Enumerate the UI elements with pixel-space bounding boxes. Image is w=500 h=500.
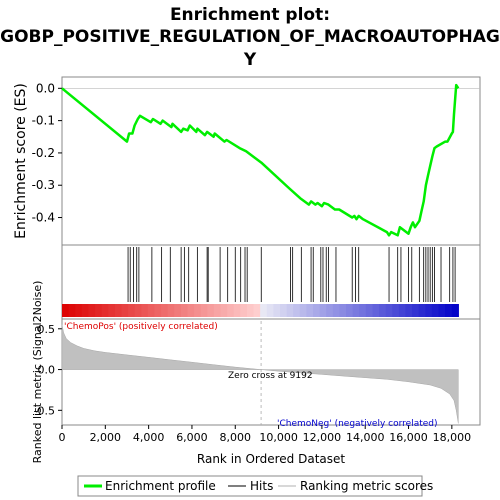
- x-tick-label: 14,000: [346, 431, 385, 444]
- rank-color-segment: [352, 304, 360, 317]
- ranking-ylabel: Ranked list metric (Signal2Noise): [31, 281, 44, 464]
- rank-color-segment: [88, 304, 96, 317]
- rank-color-segment: [167, 304, 175, 317]
- es-panel-frame: [61, 76, 481, 246]
- rank-color-segment: [147, 304, 156, 317]
- rank-color-segment: [101, 304, 109, 317]
- x-tick-label: 12,000: [303, 431, 342, 444]
- rank-color-segment: [62, 304, 70, 317]
- rank-color-segment: [306, 304, 314, 317]
- pos-correlated-label: 'ChemoPos' (positively correlated): [64, 322, 218, 332]
- rank-color-segment: [319, 304, 327, 317]
- x-tick-label: 10,000: [259, 431, 298, 444]
- rank-color-segment: [187, 304, 195, 317]
- rank-color-segment: [141, 304, 149, 317]
- x-tick-label: 8,000: [220, 431, 252, 444]
- rank-color-segment: [266, 304, 274, 317]
- rank-color-segment: [299, 304, 308, 317]
- x-axis-label: Rank in Ordered Dataset: [197, 452, 345, 466]
- rank-color-segment: [425, 304, 433, 317]
- x-axis: 0 2,000 4,000 6,000 8,000 10,000 12,000 14,000 1…: [59, 425, 472, 444]
- rank-color-segment: [379, 304, 387, 317]
- rank-color-segment: [161, 304, 169, 317]
- rank-color-segment: [392, 304, 400, 317]
- chart-title-line-2: GOBP_POSITIVE_REGULATION_OF_MACROAUTOPHA…: [0, 27, 500, 47]
- rank-color-segment: [154, 304, 162, 317]
- rank-color-segment: [207, 304, 215, 317]
- rank-color-segment: [81, 304, 90, 317]
- es-ylabel: Enrichment score (ES): [13, 83, 29, 239]
- rank-color-segment: [233, 304, 241, 317]
- rank-color-segment: [246, 304, 255, 317]
- x-tick-label: 16,000: [389, 431, 428, 444]
- chart-title-line-1: Enrichment plot:: [169, 5, 331, 25]
- chart-title-line-3: Y: [243, 50, 257, 70]
- rank-color-segment: [279, 304, 288, 317]
- es-ytick-label: 0.0: [36, 81, 55, 95]
- rank-color-segment: [121, 304, 129, 317]
- rank-color-segment: [385, 304, 393, 317]
- rank-color-segment: [174, 304, 182, 317]
- zero-cross-label: Zero cross at 9192: [228, 371, 313, 381]
- legend-enrichment-label: Enrichment profile: [105, 479, 216, 493]
- rank-color-segment: [260, 304, 268, 317]
- rank-color-segment: [372, 304, 380, 317]
- rank-color-segment: [114, 304, 123, 317]
- es-ytick-label: -0.1: [32, 114, 55, 128]
- rank-color-segment: [213, 304, 222, 317]
- es-panel: 0.0 -0.1 -0.2 -0.3 -0.4: [32, 81, 480, 237]
- rank-color-segment: [332, 304, 341, 317]
- rank-color-segment: [240, 304, 248, 317]
- rank-color-segment: [346, 304, 354, 317]
- rank-color-segment: [180, 304, 189, 317]
- legend-hits-label: Hits: [250, 479, 273, 493]
- rank-color-segment: [68, 304, 76, 317]
- rank-color-segment: [445, 304, 453, 317]
- rank-color-segment: [339, 304, 347, 317]
- rank-color-segment: [313, 304, 321, 317]
- rank-color-segment: [418, 304, 426, 317]
- rank-color-segment: [326, 304, 334, 317]
- rank-color-segment: [438, 304, 446, 317]
- rank-color-segment: [95, 304, 103, 317]
- ranking-ytick-label: 0.5: [38, 323, 56, 336]
- rank-color-segment: [227, 304, 235, 317]
- rank-color-segment: [398, 304, 407, 317]
- es-ytick-label: -0.3: [32, 178, 55, 192]
- rank-color-segment: [220, 304, 228, 317]
- x-tick-label: 2,000: [90, 431, 122, 444]
- rank-color-segment: [128, 304, 136, 317]
- rank-color-segment: [273, 304, 281, 317]
- rank-color-segment: [412, 304, 420, 317]
- rank-color-segment: [253, 304, 261, 317]
- rank-color-segment: [108, 304, 116, 317]
- ranking-ytick-label: 0.0: [38, 364, 56, 377]
- x-tick-label: 4,000: [133, 431, 165, 444]
- es-ytick-label: -0.4: [32, 211, 55, 225]
- x-tick-label: 18,000: [433, 431, 472, 444]
- rank-color-segment: [134, 304, 142, 317]
- hits-panel: [127, 247, 456, 302]
- x-tick-label: 0: [59, 431, 66, 444]
- rank-color-segment: [75, 304, 83, 317]
- rank-color-segment: [200, 304, 208, 317]
- rank-color-segment: [293, 304, 301, 317]
- enrichment-profile-line: [61, 83, 460, 237]
- ranking-ytick-label: -0.5: [34, 404, 55, 417]
- ranking-panel: 0.5 0.0 -0.5: [34, 321, 459, 425]
- es-ytick-label: -0.2: [32, 146, 55, 160]
- legend-box: [77, 475, 423, 497]
- rank-color-segment: [431, 304, 440, 317]
- rank-color-segment: [194, 304, 202, 317]
- legend-ranking-label: Ranking metric scores: [300, 479, 433, 493]
- neg-correlated-label: 'ChemoNeg' (negatively correlated): [277, 419, 438, 429]
- rank-color-segment: [286, 304, 294, 317]
- rank-color-segment: [405, 304, 413, 317]
- rank-color-segment: [365, 304, 374, 317]
- rank-color-bar: [62, 304, 459, 317]
- x-tick-label: 6,000: [176, 431, 208, 444]
- rank-color-segment: [359, 304, 367, 317]
- rank-color-segment: [451, 304, 459, 317]
